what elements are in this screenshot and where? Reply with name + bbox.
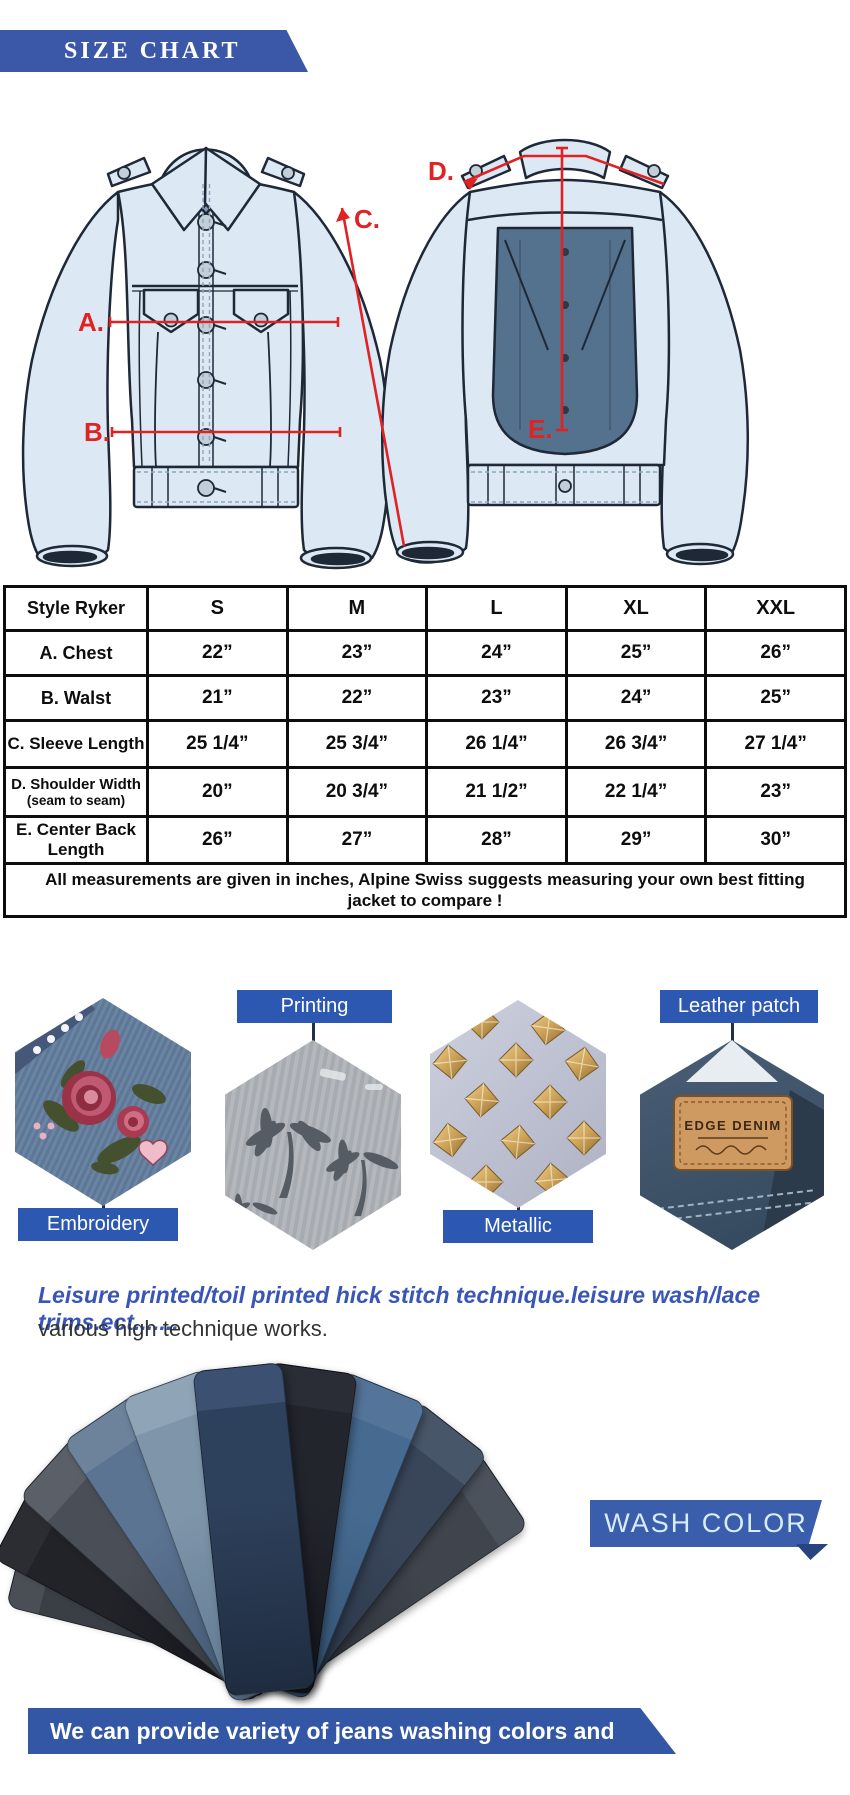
cell: 25” <box>564 629 708 677</box>
cell: 20” <box>146 766 289 818</box>
cell: 24” <box>564 674 708 722</box>
col-header-xl: XL <box>564 585 708 632</box>
row-label-chest: A. Chest <box>3 629 149 677</box>
wash-banner-text: We can provide variety of jeans washing … <box>50 1718 615 1790</box>
wash-banner: We can provide variety of jeans washing … <box>28 1708 676 1754</box>
col-header-xxl: XXL <box>704 585 847 632</box>
row-label-waist: B. Walst <box>3 674 149 722</box>
patch-brand-text: EDGE DENIM <box>684 1118 781 1133</box>
metallic-photo <box>430 1000 606 1208</box>
connector-line <box>312 1021 315 1045</box>
col-header-m: M <box>285 585 429 632</box>
cell: 26 1/4” <box>425 719 568 769</box>
connector-line <box>731 1021 734 1045</box>
front-right-sleeve <box>292 190 391 566</box>
embroidery-photo <box>15 998 191 1206</box>
cell: 25 1/4” <box>146 719 289 769</box>
table-row: C. Sleeve Length 25 1/4” 25 3/4” 26 1/4”… <box>3 719 847 769</box>
metallic-art <box>430 1004 603 1200</box>
row-label-sub: Length <box>47 840 105 859</box>
measure-label-c: C. <box>354 204 380 234</box>
style-header-cell: Style Ryker <box>3 585 149 632</box>
row-label-text: D. Shoulder Width <box>11 775 141 793</box>
table-row: E. Center Back Length 26” 27” 28” 29” 30” <box>3 815 847 865</box>
wash-color-ribbon: WASH COLOR <box>590 1500 822 1547</box>
cell: 24” <box>425 629 568 677</box>
printing-art <box>226 1068 399 1218</box>
cell: 26” <box>704 629 847 677</box>
table-note-row: All measurements are given in inches, Al… <box>3 862 847 918</box>
measurement-note: All measurements are given in inches, Al… <box>3 862 847 918</box>
jacket-measurement-diagram: A. B. C. D. E. <box>21 138 750 570</box>
table-row: A. Chest 22” 23” 24” 25” 26” <box>3 629 847 677</box>
cell: 21” <box>146 674 289 722</box>
cell: 23” <box>425 674 568 722</box>
ribbon-fold <box>796 1544 828 1560</box>
table-row: D. Shoulder Width (seam to seam) 20” 20 3… <box>3 766 847 818</box>
cell: 25” <box>704 674 847 722</box>
table-row: B. Walst 21” 22” 23” 24” 25” <box>3 674 847 722</box>
row-label-centerback: E. Center Back Length <box>3 815 149 865</box>
leather-patch-art: EDGE DENIM <box>645 1040 824 1250</box>
size-chart-table: Style Ryker S M L XL XXL A. Chest 22” 23… <box>3 585 847 918</box>
leather-patch-photo: EDGE DENIM <box>640 1040 824 1250</box>
back-right-sleeve <box>656 190 750 564</box>
printing-photo <box>225 1040 401 1250</box>
measure-label-a: A. <box>78 307 104 337</box>
row-label-sub: (seam to seam) <box>26 792 126 808</box>
cell: 20 3/4” <box>285 766 429 818</box>
metallic-label: Metallic <box>443 1210 593 1243</box>
cell: 26 3/4” <box>564 719 708 769</box>
printing-label: Printing <box>237 990 392 1023</box>
row-label-shoulder: D. Shoulder Width (seam to seam) <box>3 766 149 818</box>
cell: 27 1/4” <box>704 719 847 769</box>
back-inner-panel <box>491 226 639 456</box>
cell: 23” <box>285 629 429 677</box>
cell: 23” <box>704 766 847 818</box>
cell: 27” <box>285 815 429 865</box>
embroidery-art <box>15 998 168 1175</box>
cell: 22 1/4” <box>564 766 708 818</box>
col-header-s: S <box>146 585 289 632</box>
cell: 29” <box>564 815 708 865</box>
technique-caption-line1: Leisure printed/toil printed hick stitch… <box>38 1282 761 1335</box>
leather-patch-label: Leather patch <box>660 990 818 1023</box>
front-left-sleeve <box>21 190 120 566</box>
table-header-row: Style Ryker S M L XL XXL <box>3 585 847 632</box>
measure-label-e: E. <box>528 414 553 444</box>
cell: 21 1/2” <box>425 766 568 818</box>
measure-label-d: D. <box>428 156 454 186</box>
row-label-text: E. Center Back <box>16 820 136 840</box>
size-chart-banner: SIZE CHART <box>0 30 308 72</box>
col-header-l: L <box>425 585 568 632</box>
measure-label-b: B. <box>84 417 110 447</box>
cell: 26” <box>146 815 289 865</box>
cell: 25 3/4” <box>285 719 429 769</box>
row-label-sleeve: C. Sleeve Length <box>3 719 149 769</box>
technique-caption-line2: various high technique works. <box>38 1316 328 1341</box>
cell: 30” <box>704 815 847 865</box>
cell: 22” <box>146 629 289 677</box>
size-chart-title: SIZE CHART <box>64 38 241 64</box>
cell: 28” <box>425 815 568 865</box>
jeans-fan-photo <box>0 1340 560 1720</box>
cell: 22” <box>285 674 429 722</box>
embroidery-label: Embroidery <box>18 1208 178 1241</box>
